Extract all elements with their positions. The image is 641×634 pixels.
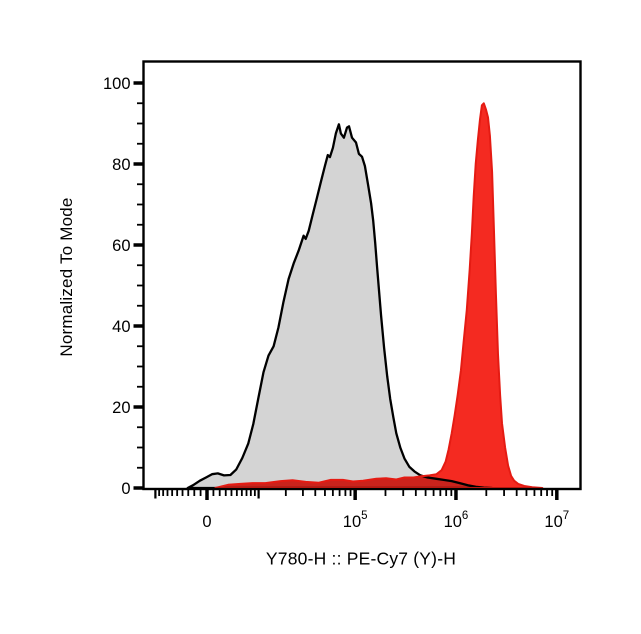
x-tick-label: 107 bbox=[544, 510, 569, 531]
x-tick-label: 0 bbox=[202, 513, 211, 531]
y-tick-label: 20 bbox=[112, 399, 130, 417]
red-histogram-fill bbox=[215, 103, 543, 489]
x-tick-label: 106 bbox=[444, 510, 469, 531]
y-tick-label: 0 bbox=[121, 480, 130, 498]
x-axis-title: Y780-H :: PE-Cy7 (Y)-H bbox=[265, 548, 457, 569]
gray-histogram-curve bbox=[186, 123, 494, 490]
x-tick-label: 105 bbox=[343, 510, 368, 531]
red-histogram-outline bbox=[214, 102, 544, 489]
y-tick-label: 60 bbox=[112, 237, 130, 255]
y-tick-label: 40 bbox=[112, 318, 130, 336]
y-axis-title: Normalized To Mode bbox=[57, 197, 76, 357]
y-tick-label: 100 bbox=[103, 75, 131, 93]
y-tick-label: 80 bbox=[112, 156, 130, 174]
plot-frame bbox=[142, 60, 582, 491]
